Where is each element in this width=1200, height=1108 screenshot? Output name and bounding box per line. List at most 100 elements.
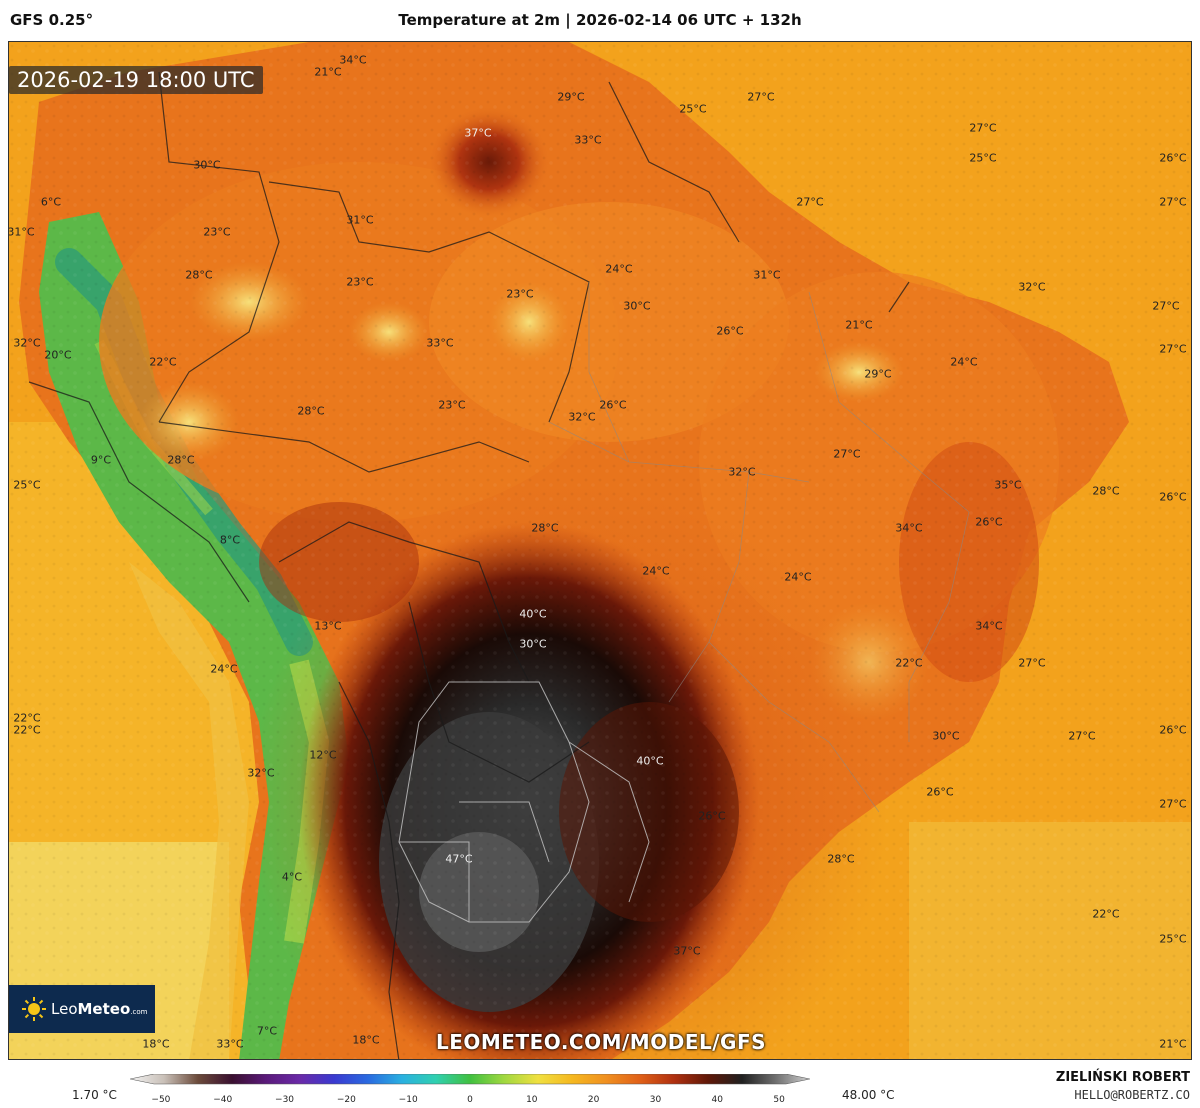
- temperature-label: 7°C: [256, 1024, 278, 1038]
- temperature-label: 8°C: [219, 533, 241, 547]
- temperature-label: 34°C: [895, 521, 923, 535]
- temperature-label: 22°C: [13, 723, 41, 737]
- temperature-label: 28°C: [827, 852, 855, 866]
- temperature-label: 20°C: [44, 348, 72, 362]
- temperature-label: 28°C: [531, 521, 559, 535]
- temperature-label: 22°C: [1092, 907, 1120, 921]
- temperature-label: 35°C: [994, 478, 1022, 492]
- temperature-label: 32°C: [1018, 280, 1046, 294]
- country-borders: [28, 71, 910, 1059]
- temperature-label: 21°C: [1159, 1037, 1187, 1051]
- temperature-label: 23°C: [203, 225, 231, 239]
- temperature-label: 40°C: [636, 754, 664, 768]
- colorbar-tick-label: −20: [336, 1095, 356, 1105]
- temperature-label: 27°C: [1159, 195, 1187, 209]
- temperature-label: 31°C: [8, 225, 35, 239]
- temperature-label: 30°C: [193, 158, 221, 172]
- temperature-label: 37°C: [673, 944, 701, 958]
- temperature-label: 28°C: [297, 404, 325, 418]
- scale-max-label: 48.00 °C: [842, 1088, 895, 1102]
- temperature-label: 27°C: [747, 90, 775, 104]
- temperature-label: 23°C: [346, 275, 374, 289]
- temperature-label: 26°C: [599, 398, 627, 412]
- temperature-label: 34°C: [339, 53, 367, 67]
- temperature-label: 27°C: [833, 447, 861, 461]
- temperature-label: 22°C: [13, 711, 41, 725]
- temperature-label: 32°C: [13, 336, 41, 350]
- temperature-label: 23°C: [506, 287, 534, 301]
- temperature-label: 26°C: [1159, 151, 1187, 165]
- temperature-label: 27°C: [1159, 342, 1187, 356]
- temperature-label: 40°C: [519, 607, 547, 621]
- temperature-label: 24°C: [605, 262, 633, 276]
- temperature-label: 29°C: [557, 90, 585, 104]
- temperature-label: 32°C: [247, 766, 275, 780]
- colorbar-tick-label: 20: [587, 1095, 600, 1105]
- temperature-map[interactable]: 2026-02-19 18:00 UTC 34°C 21°C 37°C 29°C 25°…: [8, 41, 1192, 1060]
- temperature-label: 25°C: [1159, 932, 1187, 946]
- author-email[interactable]: HELLO@ROBERTZ.CO: [1074, 1088, 1190, 1102]
- temperature-label: 26°C: [926, 785, 954, 799]
- temperature-label: 31°C: [753, 268, 781, 282]
- leometeo-logo[interactable]: LeoMeteo.com: [9, 985, 155, 1033]
- temperature-label: 30°C: [932, 729, 960, 743]
- state-borders: [548, 282, 970, 813]
- model-name: GFS 0.25°: [10, 11, 94, 29]
- temperature-label: 27°C: [796, 195, 824, 209]
- site-url[interactable]: LEOMETEO.COM/MODEL/GFS: [435, 1030, 767, 1054]
- temperature-label: 29°C: [864, 367, 892, 381]
- temperature-label: 24°C: [642, 564, 670, 578]
- temperature-label: 28°C: [1092, 484, 1120, 498]
- temperature-label: 32°C: [568, 410, 596, 424]
- temperature-label: 31°C: [346, 213, 374, 227]
- temperature-label: 28°C: [167, 453, 195, 467]
- temperature-label: 6°C: [40, 195, 62, 209]
- temperature-label: 27°C: [969, 121, 997, 135]
- temperature-label: 33°C: [216, 1037, 244, 1051]
- logo-text: LeoMeteo.com: [51, 1000, 147, 1018]
- temperature-label: 27°C: [1018, 656, 1046, 670]
- temperature-label: 12°C: [309, 748, 337, 762]
- temperature-label: 26°C: [975, 515, 1003, 529]
- temperature-label: 30°C: [519, 637, 547, 651]
- temperature-label: 37°C: [464, 126, 492, 140]
- temperature-label: 18°C: [142, 1037, 170, 1051]
- colorbar-tick-label: 40: [711, 1095, 723, 1105]
- temperature-label: 30°C: [623, 299, 651, 313]
- temperature-label: 32°C: [728, 465, 756, 479]
- temperature-label: 22°C: [149, 355, 177, 369]
- temperature-label: 21°C: [314, 65, 342, 79]
- temperature-label: 26°C: [1159, 490, 1187, 504]
- temperature-label: 27°C: [1068, 729, 1096, 743]
- temperature-label: 33°C: [426, 336, 454, 350]
- temperature-label: 27°C: [1159, 797, 1187, 811]
- colorbar: [130, 1074, 810, 1085]
- temperature-label: 26°C: [698, 809, 726, 823]
- temperature-label: 23°C: [438, 398, 466, 412]
- temperature-label: 24°C: [784, 570, 812, 584]
- temperature-label: 25°C: [679, 102, 707, 116]
- temperature-label: 22°C: [895, 656, 923, 670]
- colorbar-tick-label: −40: [213, 1095, 233, 1105]
- author-name: ZIELIŃSKI ROBERT: [1055, 1070, 1190, 1085]
- temperature-label: 9°C: [90, 453, 112, 467]
- logo-suffix: .com: [130, 1008, 148, 1016]
- temperature-label: 27°C: [1152, 299, 1180, 313]
- temperature-label: 21°C: [845, 318, 873, 332]
- temperature-label: 47°C: [445, 852, 473, 866]
- header: GFS 0.25° Temperature at 2m | 2026-02-14…: [0, 0, 1200, 40]
- temperature-label: 26°C: [716, 324, 744, 338]
- colorbar-tick-label: 50: [773, 1095, 785, 1105]
- temperature-label: 24°C: [210, 662, 238, 676]
- map-canvas: [9, 42, 1191, 1059]
- paraguay-borders: [398, 681, 650, 923]
- colorbar-tick-label: −10: [398, 1095, 418, 1105]
- temperature-label: 4°C: [281, 870, 303, 884]
- temperature-label: 24°C: [950, 355, 978, 369]
- chart-title: Temperature at 2m | 2026-02-14 06 UTC + …: [398, 11, 802, 29]
- temperature-label: 26°C: [1159, 723, 1187, 737]
- temperature-label: 33°C: [574, 133, 602, 147]
- temperature-label: 25°C: [969, 151, 997, 165]
- colorbar-tick-label: 0: [467, 1095, 473, 1105]
- logo-brand-light: Leo: [51, 1000, 78, 1018]
